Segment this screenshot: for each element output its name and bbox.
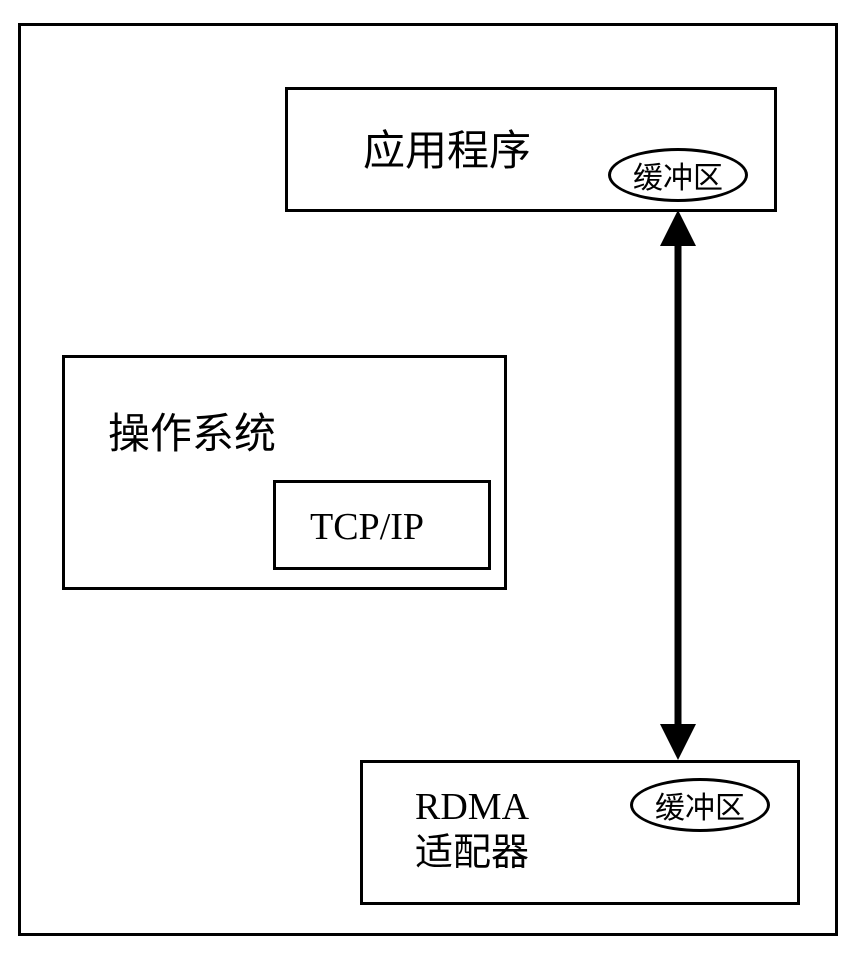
application-label: 应用程序 bbox=[363, 117, 531, 178]
rdma-buffer-ellipse: 缓冲区 bbox=[630, 778, 770, 832]
rdma-label-line1: RDMA bbox=[415, 786, 529, 828]
os-label: 操作系统 bbox=[108, 400, 276, 461]
application-buffer-ellipse: 缓冲区 bbox=[608, 148, 748, 202]
rdma-label-line2: 适配器 bbox=[415, 832, 529, 874]
rdma-label: RDMA 适配器 bbox=[415, 785, 529, 876]
rdma-buffer-label: 缓冲区 bbox=[655, 783, 745, 827]
tcpip-label: TCP/IP bbox=[310, 505, 424, 549]
application-buffer-label: 缓冲区 bbox=[633, 153, 723, 197]
